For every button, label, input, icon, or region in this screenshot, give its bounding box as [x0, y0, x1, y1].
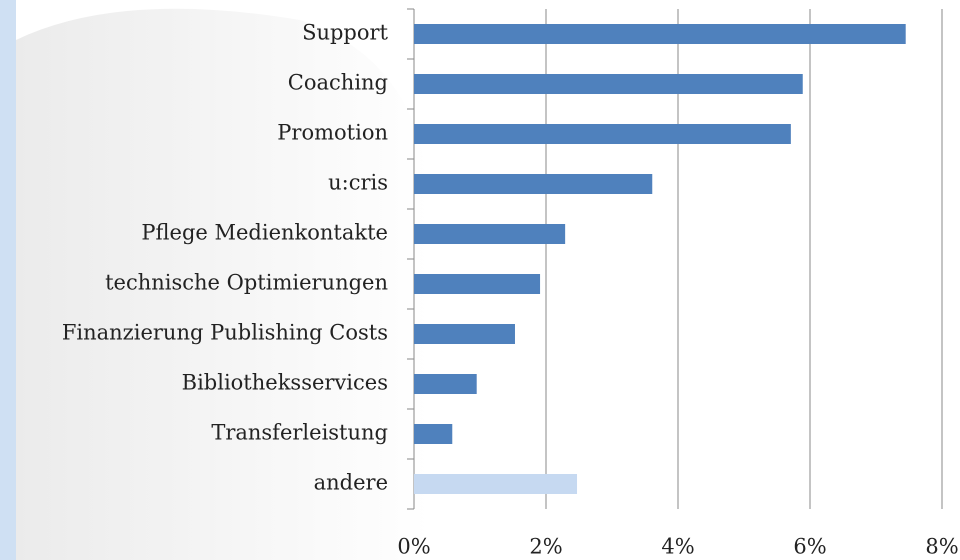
bar — [414, 424, 452, 444]
chart: 0% 2% 4% 6% 8% Support Coaching Promotion u:cris… — [0, 0, 960, 560]
bar — [414, 74, 803, 94]
bar — [414, 24, 906, 44]
x-tick-label: 6% — [793, 535, 826, 559]
bar — [414, 474, 577, 494]
bar — [414, 324, 515, 344]
y-tick-label: technische Optimierungen — [105, 271, 388, 295]
y-tick-label: andere — [314, 471, 388, 495]
side-strip — [0, 0, 16, 560]
y-tick-label: Pflege Medienkontakte — [141, 221, 388, 245]
y-tick-label: Promotion — [277, 121, 388, 145]
bar — [414, 374, 477, 394]
x-tick-label: 4% — [661, 535, 694, 559]
bar — [414, 224, 565, 244]
y-tick-label: Finanzierung Publishing Costs — [62, 321, 388, 345]
x-tick-label: 8% — [925, 535, 958, 559]
y-tick-label: Bibliotheksservices — [182, 371, 388, 395]
y-tick-label: Support — [302, 21, 388, 45]
bar — [414, 124, 791, 144]
bar — [414, 274, 540, 294]
bar — [414, 174, 652, 194]
x-tick-label: 2% — [529, 535, 562, 559]
y-tick-label: u:cris — [328, 171, 388, 195]
y-tick-label: Coaching — [288, 71, 388, 95]
y-tick-label: Transferleistung — [211, 421, 388, 445]
x-tick-label: 0% — [397, 535, 430, 559]
